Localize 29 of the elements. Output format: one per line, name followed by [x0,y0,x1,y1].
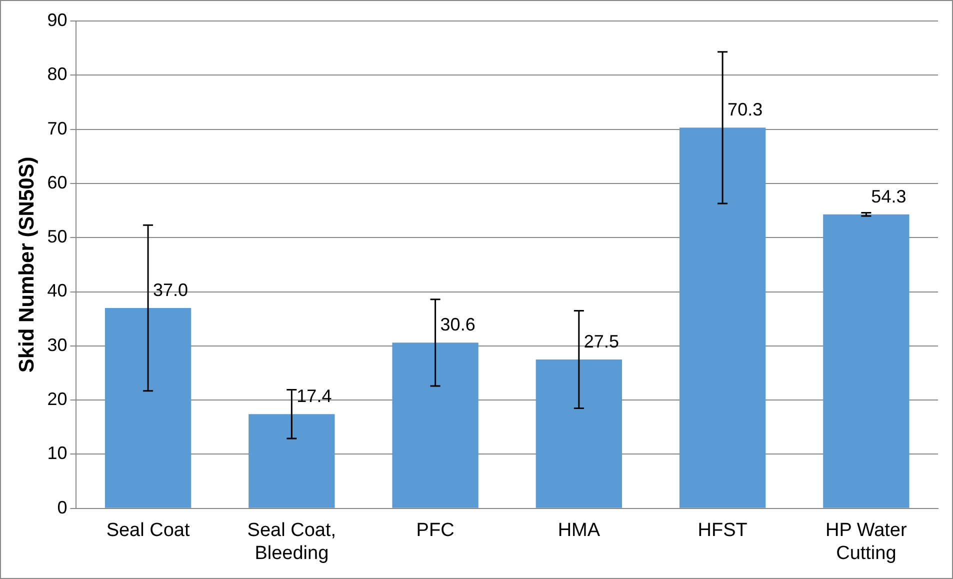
data-label: 54.3 [871,186,906,206]
data-label: 17.4 [296,386,332,406]
bar [679,128,766,508]
bar [392,342,478,508]
bar [248,414,335,508]
x-tick-label: PFC [416,520,454,542]
bar [104,308,192,508]
y-tick-label: 40 [47,280,68,301]
y-tick-label: 50 [47,226,68,247]
x-tick-label: Seal Coat [106,520,190,542]
data-label: 37.0 [153,280,188,300]
y-tick-label: 70 [47,118,68,138]
y-tick-label: 60 [47,172,68,192]
x-tick-label: HFST [698,520,748,542]
data-label: 30.6 [440,314,476,335]
x-tick-label: HP Water Cutting [826,520,908,564]
data-label: 27.5 [584,331,619,352]
x-tick-label: HMA [558,520,600,542]
bar [823,214,910,508]
y-tick-label: 90 [47,10,68,30]
y-tick-label: 0 [57,497,68,518]
bar [536,359,622,508]
data-label: 70.3 [728,100,763,120]
y-tick-label: 30 [47,334,68,355]
y-tick-label: 80 [47,64,68,84]
y-axis-title: Skid Number (SN50S) [15,156,38,373]
x-tick-label: Seal Coat, Bleeding [247,520,336,564]
y-tick-label: 10 [47,443,68,464]
y-tick-label: 20 [47,389,68,410]
